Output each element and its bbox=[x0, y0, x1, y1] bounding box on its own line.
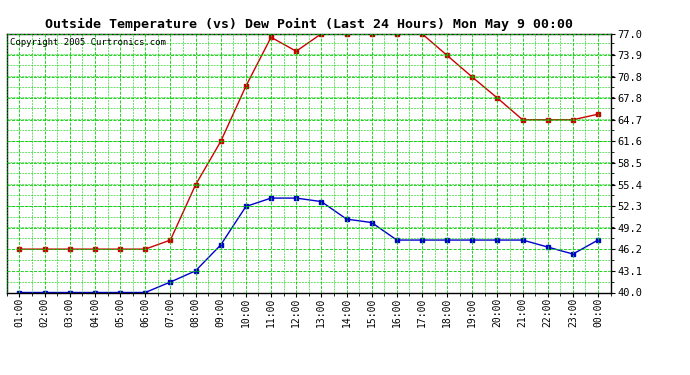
Text: Copyright 2005 Curtronics.com: Copyright 2005 Curtronics.com bbox=[10, 38, 166, 46]
Title: Outside Temperature (vs) Dew Point (Last 24 Hours) Mon May 9 00:00: Outside Temperature (vs) Dew Point (Last… bbox=[45, 18, 573, 31]
